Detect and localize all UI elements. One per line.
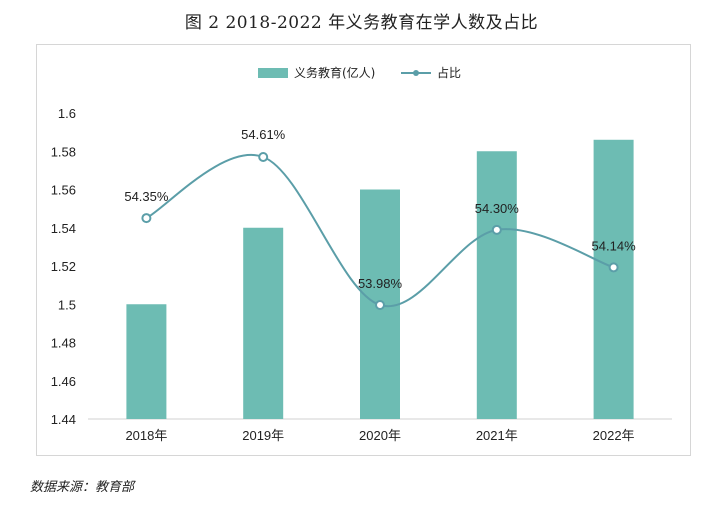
data-label: 54.30% (475, 201, 520, 216)
chart-title: 图 2 2018-2022 年义务教育在学人数及占比 (184, 13, 539, 33)
line-point (491, 224, 502, 235)
data-label: 54.35% (124, 189, 169, 204)
data-label: 54.61% (241, 127, 286, 142)
bar (243, 227, 284, 419)
x-tick-label: 2021年 (476, 428, 518, 443)
y-tick-label: 1.48 (51, 336, 76, 351)
x-tick-label: 2018年 (125, 428, 167, 443)
data-source-note: 数据来源：教育部 (30, 480, 135, 495)
legend-line-label: 占比 (437, 65, 461, 80)
x-tick-label: 2020年 (359, 428, 401, 443)
y-tick-label: 1.56 (51, 183, 76, 198)
line-point (375, 300, 385, 310)
bar (126, 304, 167, 419)
x-tick-label: 2019年 (242, 428, 284, 443)
legend-bar-swatch (258, 68, 288, 78)
x-tick-label: 2022年 (593, 428, 635, 443)
axis-layer: 1.44 1.46 1.48 1.5 1.52 1.54 1.56 1.58 1.6 2018年 2… (51, 106, 672, 443)
line-point (258, 152, 269, 162)
line-layer (141, 152, 619, 310)
chart-frame (36, 44, 691, 456)
y-tick-label: 1.58 (51, 144, 76, 159)
legend-line-marker (413, 70, 419, 76)
line-point (141, 213, 152, 224)
y-tick-label: 1.52 (51, 259, 76, 274)
y-tick-label: 1.5 (58, 297, 76, 312)
y-tick-label: 1.44 (51, 412, 76, 427)
line-point (608, 262, 619, 273)
bar (476, 151, 517, 419)
bar-layer (126, 139, 634, 419)
y-tick-label: 1.54 (51, 221, 76, 236)
chart-canvas: 1.44 1.46 1.48 1.5 1.52 1.54 1.56 1.58 1.6 2018年 2… (51, 65, 672, 443)
label-layer: 54.35% 54.61% 53.98% 54.30% 54.14% (124, 127, 636, 291)
bar (593, 139, 634, 419)
y-tick-label: 1.46 (51, 374, 76, 389)
legend-bar-label: 义务教育(亿人) (294, 65, 375, 80)
y-tick-label: 1.6 (58, 106, 76, 121)
data-label: 54.14% (592, 238, 637, 253)
legend: 义务教育(亿人) 占比 (258, 65, 461, 80)
data-label: 53.98% (358, 276, 403, 291)
